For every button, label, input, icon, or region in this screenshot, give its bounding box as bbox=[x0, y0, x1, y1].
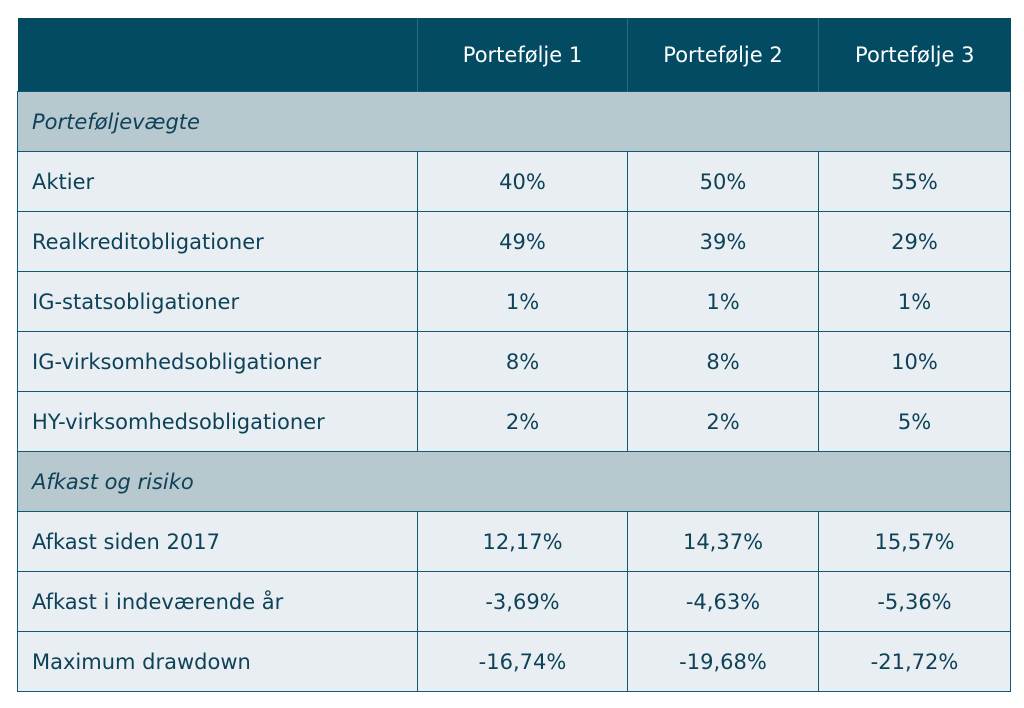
row-label: IG-statsobligationer bbox=[17, 271, 418, 332]
table-row: Aktier 40% 50% 55% bbox=[17, 151, 1011, 212]
value-cell: 49% bbox=[417, 211, 628, 272]
value-cell: -19,68% bbox=[627, 631, 819, 692]
value-cell: -16,74% bbox=[417, 631, 628, 692]
header-portfolio-1: Portefølje 1 bbox=[417, 18, 628, 92]
table-row: HY-virksomhedsobligationer 2% 2% 5% bbox=[17, 391, 1011, 452]
section-title: Porteføljevægte bbox=[17, 91, 1011, 152]
section-row: Porteføljevægte bbox=[17, 91, 1011, 152]
value-cell: 40% bbox=[417, 151, 628, 212]
row-label: Realkreditobligationer bbox=[17, 211, 418, 272]
value-cell: 39% bbox=[627, 211, 819, 272]
value-cell: 5% bbox=[818, 391, 1011, 452]
value-cell: -5,36% bbox=[818, 571, 1011, 632]
table-row: Realkreditobligationer 49% 39% 29% bbox=[17, 211, 1011, 272]
value-cell: 2% bbox=[417, 391, 628, 452]
table-row: IG-statsobligationer 1% 1% 1% bbox=[17, 271, 1011, 332]
table-row: IG-virksomhedsobligationer 8% 8% 10% bbox=[17, 331, 1011, 392]
row-label: Afkast siden 2017 bbox=[17, 511, 418, 572]
value-cell: 1% bbox=[627, 271, 819, 332]
section-row: Afkast og risiko bbox=[17, 451, 1011, 512]
value-cell: 15,57% bbox=[818, 511, 1011, 572]
value-cell: 50% bbox=[627, 151, 819, 212]
value-cell: 29% bbox=[818, 211, 1011, 272]
value-cell: -4,63% bbox=[627, 571, 819, 632]
value-cell: 8% bbox=[417, 331, 628, 392]
row-label: Aktier bbox=[17, 151, 418, 212]
value-cell: 2% bbox=[627, 391, 819, 452]
table-row: Afkast i indeværende år -3,69% -4,63% -5… bbox=[17, 571, 1011, 632]
header-empty-cell bbox=[17, 18, 418, 92]
value-cell: 8% bbox=[627, 331, 819, 392]
value-cell: 12,17% bbox=[417, 511, 628, 572]
row-label: Maximum drawdown bbox=[17, 631, 418, 692]
section-title: Afkast og risiko bbox=[17, 451, 1011, 512]
row-label: IG-virksomhedsobligationer bbox=[17, 331, 418, 392]
portfolio-table: Portefølje 1 Portefølje 2 Portefølje 3 P… bbox=[17, 18, 1011, 692]
value-cell: -21,72% bbox=[818, 631, 1011, 692]
header-portfolio-2: Portefølje 2 bbox=[627, 18, 819, 92]
header-portfolio-3: Portefølje 3 bbox=[818, 18, 1011, 92]
row-label: Afkast i indeværende år bbox=[17, 571, 418, 632]
value-cell: 1% bbox=[417, 271, 628, 332]
value-cell: 10% bbox=[818, 331, 1011, 392]
header-row: Portefølje 1 Portefølje 2 Portefølje 3 bbox=[17, 18, 1011, 92]
value-cell: 1% bbox=[818, 271, 1011, 332]
row-label: HY-virksomhedsobligationer bbox=[17, 391, 418, 452]
table-row: Afkast siden 2017 12,17% 14,37% 15,57% bbox=[17, 511, 1011, 572]
value-cell: -3,69% bbox=[417, 571, 628, 632]
value-cell: 55% bbox=[818, 151, 1011, 212]
value-cell: 14,37% bbox=[627, 511, 819, 572]
table-row: Maximum drawdown -16,74% -19,68% -21,72% bbox=[17, 631, 1011, 692]
